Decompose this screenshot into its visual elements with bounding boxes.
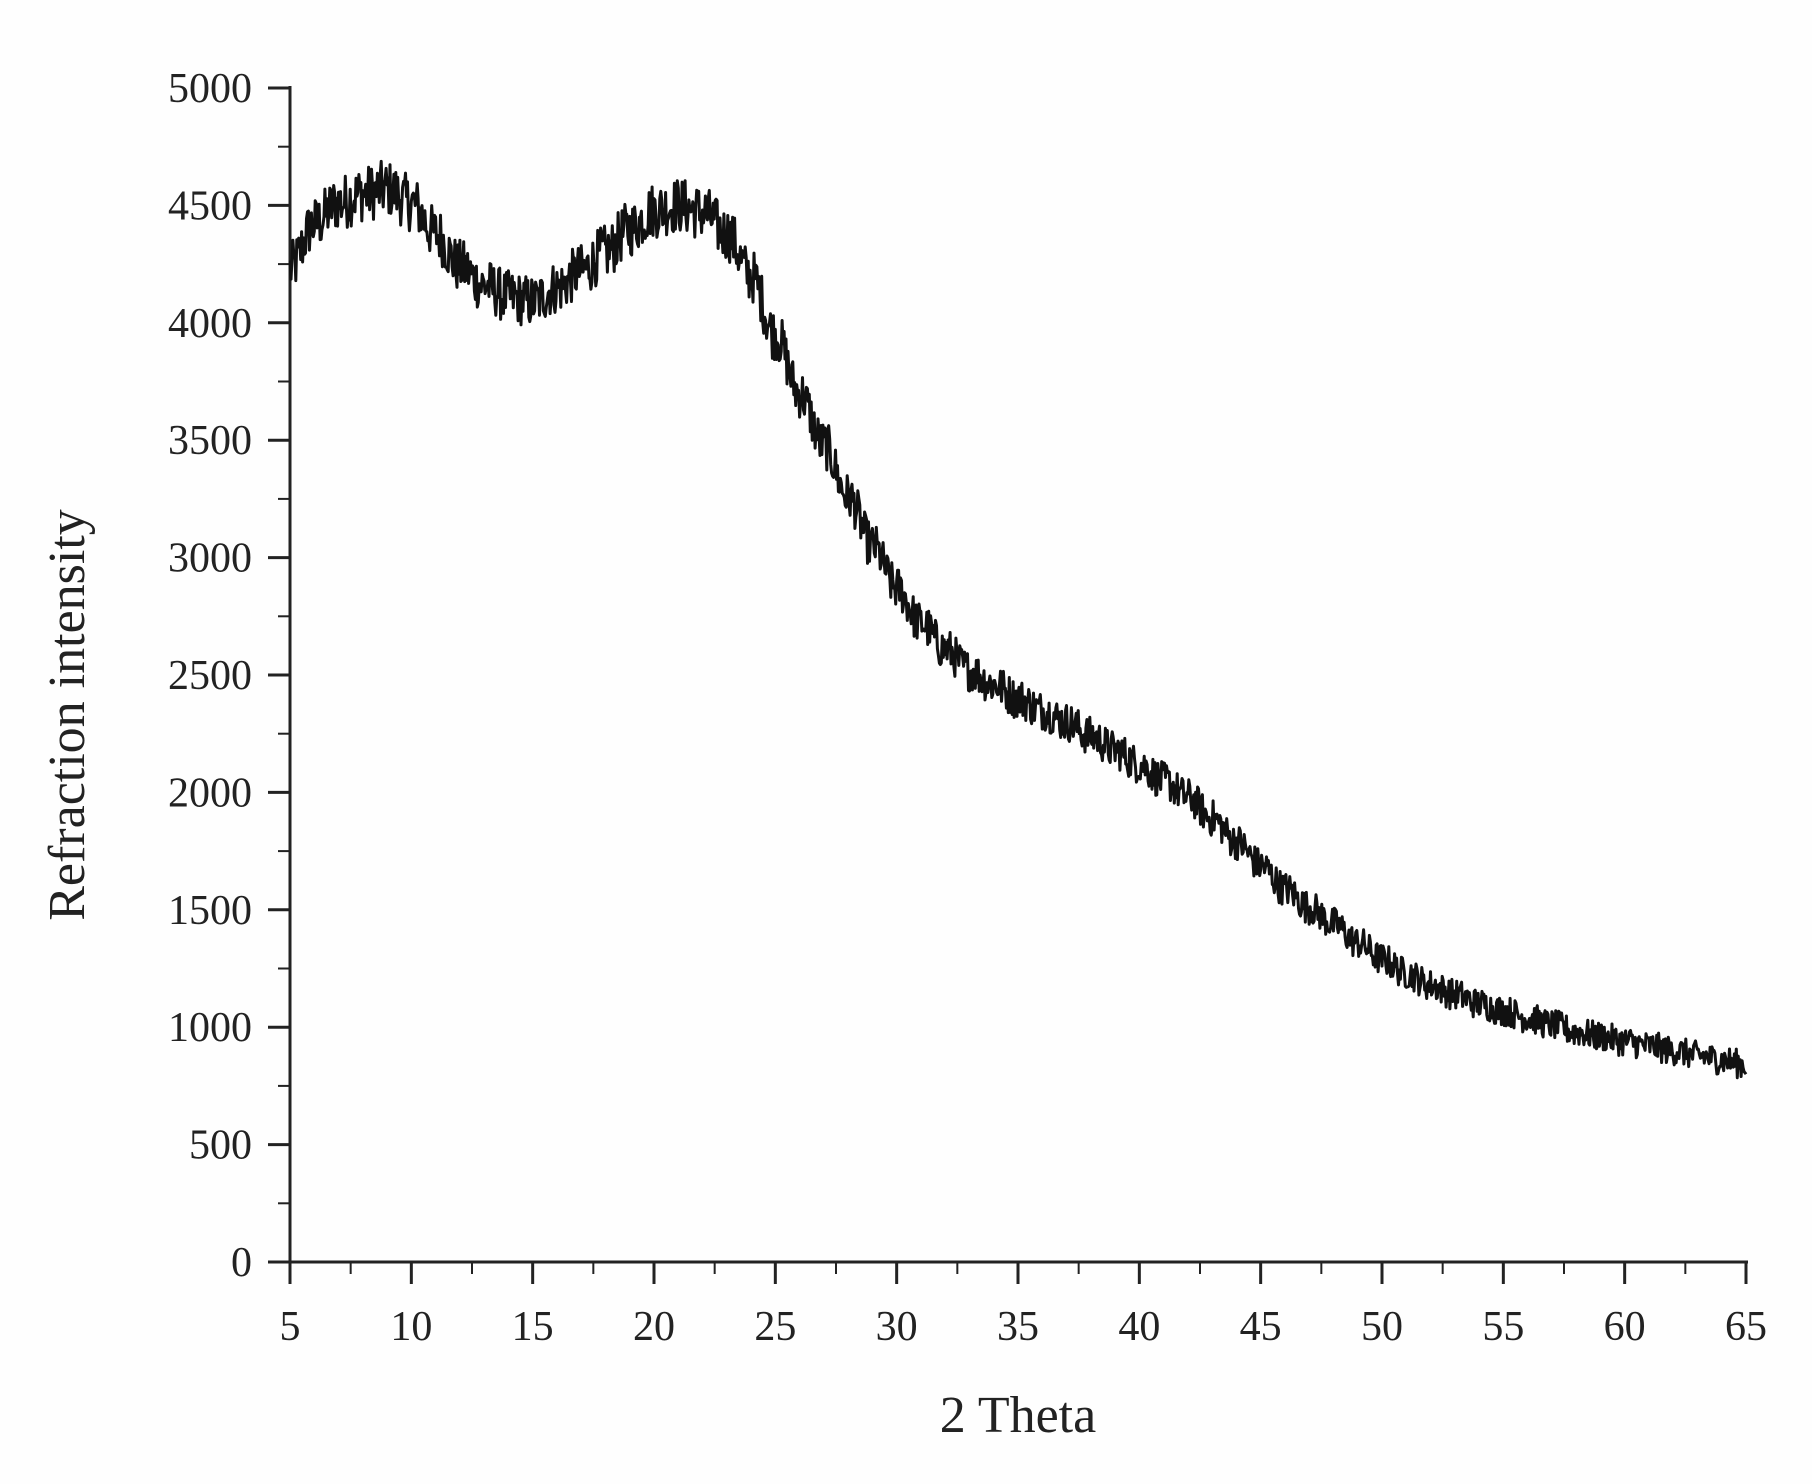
- x-tick-label: 55: [1482, 1304, 1524, 1350]
- x-tick-label: 45: [1240, 1304, 1282, 1350]
- x-tick-label: 10: [390, 1304, 432, 1350]
- x-tick-label: 30: [876, 1304, 918, 1350]
- x-tick-label: 50: [1361, 1304, 1403, 1350]
- y-axis-title: Refraction intensity: [39, 509, 96, 921]
- y-tick-label: 2500: [168, 653, 252, 699]
- y-tick-label: 1000: [168, 1005, 252, 1051]
- y-tick-label: 500: [189, 1123, 252, 1169]
- y-tick-label: 4500: [168, 183, 252, 229]
- x-axis-ticks: 5 10 15 20 25 30 35 40 45 50 55 60 65: [280, 1262, 1767, 1350]
- y-tick-label: 4000: [168, 301, 252, 347]
- x-tick-label: 35: [997, 1304, 1039, 1350]
- axes: [288, 86, 1748, 1264]
- x-tick-label: 60: [1604, 1304, 1646, 1350]
- y-tick-label: 0: [231, 1240, 252, 1286]
- y-axis-ticks: 0 500 1000 1500 2000 2500 3000 3500 4000 4500 5000: [168, 66, 290, 1286]
- x-tick-label: 20: [633, 1304, 675, 1350]
- x-tick-label: 40: [1118, 1304, 1160, 1350]
- y-tick-label: 3500: [168, 418, 252, 464]
- y-tick-label: 2000: [168, 770, 252, 816]
- y-tick-label: 3000: [168, 536, 252, 582]
- x-tick-label: 5: [280, 1304, 301, 1350]
- y-tick-label: 1500: [168, 888, 252, 934]
- y-tick-label: 5000: [168, 66, 252, 112]
- x-tick-label: 15: [512, 1304, 554, 1350]
- series-line: [288, 159, 1748, 1080]
- x-axis-title: 2 Theta: [940, 1387, 1096, 1444]
- x-tick-label: 65: [1725, 1304, 1767, 1350]
- x-tick-label: 25: [754, 1304, 796, 1350]
